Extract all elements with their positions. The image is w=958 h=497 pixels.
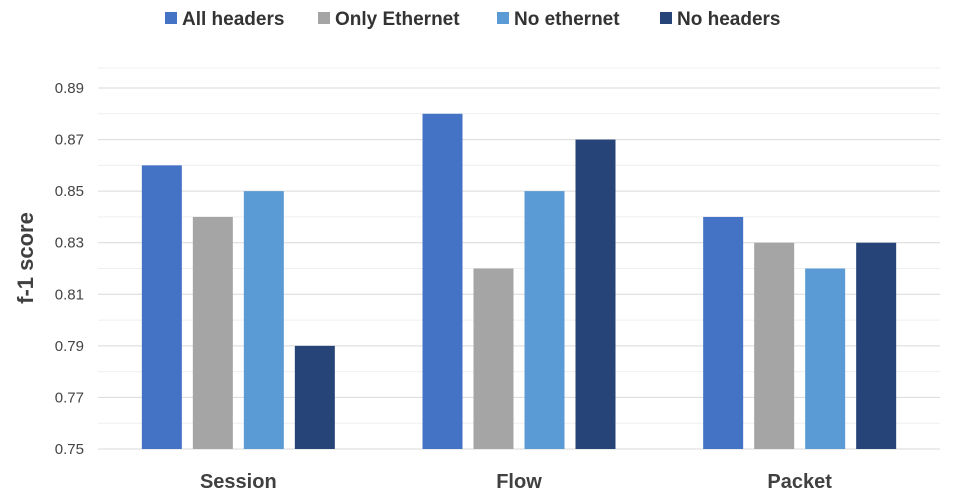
y-tick-label: 0.79 [55,338,84,355]
bar-packet-no-ethernet [805,268,846,449]
legend-swatch [318,12,330,24]
legend-label: No headers [677,9,780,30]
y-tick-label: 0.75 [55,441,84,458]
bar-packet-all-headers [703,216,744,449]
bar-session-no-ethernet [243,191,284,449]
legend-label: All headers [182,9,284,30]
bar-flow-all-headers [422,113,463,450]
bar-session-all-headers [141,165,182,449]
bars [141,113,897,450]
legend: All headers Only Ethernet No ethernet No he… [165,9,780,30]
bar-packet-no-headers [856,242,897,449]
y-tick-label: 0.89 [55,80,84,97]
y-tick-label: 0.81 [55,286,84,303]
bar-flow-no-ethernet [524,191,565,449]
bar-session-no-headers [294,345,335,449]
legend-swatch [165,12,177,24]
y-axis-ticks: 0.75 0.77 0.79 0.81 0.83 0.85 0.87 0.89 [55,80,84,458]
gridlines [98,67,940,450]
y-tick-label: 0.77 [55,389,84,406]
legend-swatch [497,12,509,24]
legend-label: Only Ethernet [335,9,460,30]
y-tick-label: 0.85 [55,183,84,200]
y-axis-title: f-1 score [13,212,38,304]
bar-flow-only-ethernet [473,268,514,449]
x-category-label: Session [200,471,277,493]
y-tick-label: 0.87 [55,132,84,149]
bar-packet-only-ethernet [754,242,795,449]
x-category-label: Packet [767,471,832,493]
legend-swatch [660,12,672,24]
legend-label: No ethernet [514,9,620,30]
bar-flow-no-headers [575,139,616,450]
x-axis-categories: Session Flow Packet [200,471,832,493]
y-tick-label: 0.83 [55,235,84,252]
x-category-label: Flow [496,471,542,493]
bar-session-only-ethernet [192,216,233,449]
